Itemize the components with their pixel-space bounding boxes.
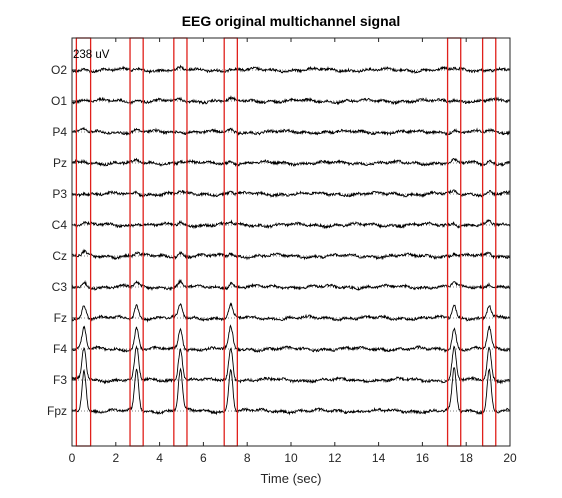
x-tick-label: 2	[112, 451, 119, 465]
x-axis-label: Time (sec)	[261, 471, 322, 486]
trace-p3	[71, 189, 511, 199]
channel-label-cz: Cz	[52, 249, 67, 263]
trace-c3	[71, 278, 511, 292]
trace-c4	[71, 218, 511, 230]
channel-label-c3: C3	[52, 280, 68, 294]
trace-cz	[71, 248, 511, 261]
trace-pz	[71, 157, 511, 168]
x-tick-label: 4	[156, 451, 163, 465]
trace-fpz	[71, 367, 511, 416]
trace-f4	[71, 324, 511, 353]
trace-p4	[71, 126, 511, 137]
channel-label-fz: Fz	[54, 311, 67, 325]
x-tick-label: 12	[328, 451, 342, 465]
amplitude-scale-label: 238 uV	[73, 49, 110, 61]
trace-fz	[71, 302, 511, 323]
channel-label-o1: O1	[51, 94, 67, 108]
chart-title: EEG original multichannel signal	[182, 13, 401, 29]
channel-label-p3: P3	[52, 187, 67, 201]
channel-label-pz: Pz	[53, 156, 67, 170]
trace-o1	[71, 95, 511, 106]
x-tick-label: 16	[416, 451, 430, 465]
channel-label-f4: F4	[53, 342, 67, 356]
x-tick-label: 20	[503, 451, 517, 465]
channel-label-f3: F3	[53, 373, 67, 387]
channel-label-c4: C4	[52, 218, 68, 232]
x-tick-label: 6	[200, 451, 207, 465]
signal-traces	[71, 64, 511, 416]
channel-label-o2: O2	[51, 63, 67, 77]
channel-labels: O2 O1 P4 Pz P3 C4 Cz C3 Fz F4 F3 Fpz	[47, 63, 510, 418]
x-tick-label: 18	[460, 451, 474, 465]
channel-label-p4: P4	[52, 125, 67, 139]
trace-o2	[71, 64, 511, 75]
x-tick-label: 10	[284, 451, 298, 465]
channel-label-fpz: Fpz	[47, 404, 67, 418]
x-axis-ticks: 0 2 4 6 8 10 12 14 16 18 20	[69, 38, 517, 465]
x-tick-label: 8	[244, 451, 251, 465]
trace-f3	[71, 345, 511, 385]
x-tick-label: 14	[372, 451, 386, 465]
x-tick-label: 0	[69, 451, 76, 465]
